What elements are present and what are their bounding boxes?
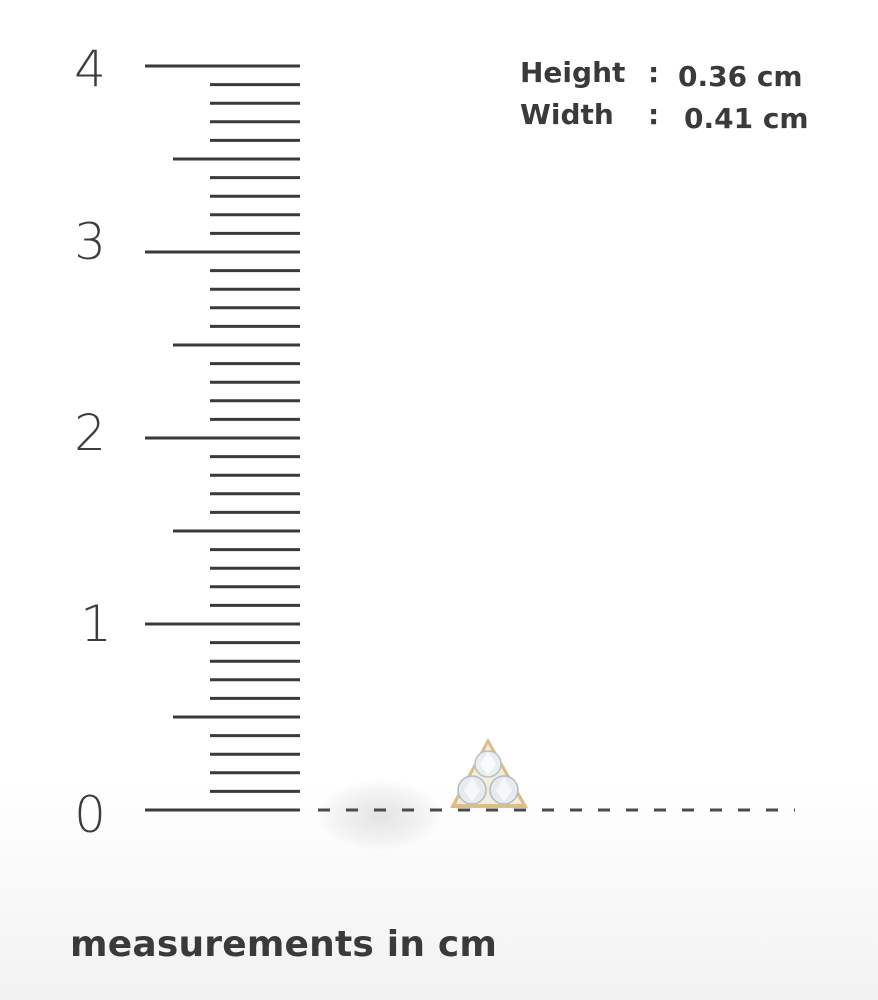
product-shadow xyxy=(320,780,440,850)
ruler-label-0: 0 xyxy=(74,786,106,844)
height-label: Height xyxy=(520,56,626,89)
ruler-label-1: 1 xyxy=(80,595,112,653)
height-separator: : xyxy=(648,56,660,89)
width-separator: : xyxy=(648,98,660,131)
ruler-ticks xyxy=(145,64,300,812)
ruler-label-4: 4 xyxy=(74,40,106,98)
ruler-label-2: 2 xyxy=(74,404,106,462)
ruler-label-3: 3 xyxy=(74,213,106,271)
width-value: 0.41 cm xyxy=(684,102,809,135)
width-label: Width xyxy=(520,98,614,131)
units-caption: measurements in cm xyxy=(70,924,498,965)
trio-diamond-stud-earring-icon xyxy=(450,738,528,808)
height-value: 0.36 cm xyxy=(678,60,803,93)
